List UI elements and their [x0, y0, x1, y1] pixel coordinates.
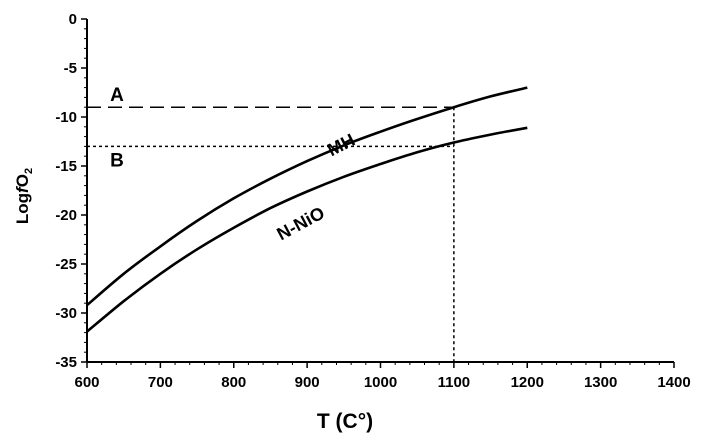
- x-tick-label: 700: [148, 374, 173, 391]
- x-tick-label: 1000: [364, 374, 397, 391]
- reference-label-a: A: [110, 85, 124, 106]
- y-tick-label: -5: [64, 60, 77, 77]
- x-tick-label: 1200: [511, 374, 544, 391]
- x-axis-title: T (C°): [317, 410, 373, 433]
- series-label-mh: MH: [324, 130, 358, 161]
- x-tick-label: 1400: [657, 374, 690, 391]
- x-tick-label: 800: [221, 374, 246, 391]
- y-tick-label: -20: [55, 207, 77, 224]
- y-tick-label: -30: [55, 305, 77, 322]
- x-tick-label: 900: [295, 374, 320, 391]
- y-tick-label: 0: [69, 11, 77, 28]
- series-line-n-nio: [86, 126, 528, 333]
- y-axis-title-subscript: 2: [23, 168, 35, 174]
- x-tick-label: 1300: [584, 374, 617, 391]
- series-line-mh: [86, 86, 528, 307]
- y-axis-title-o: O: [13, 174, 32, 187]
- series-label-n-nio: N-NiO: [273, 203, 327, 245]
- y-axis-title-log: Log: [13, 193, 32, 224]
- y-axis-title: LogfO2: [13, 168, 35, 224]
- y-tick-label: -10: [55, 109, 77, 126]
- x-tick-label: 1100: [438, 374, 471, 391]
- y-tick-label: -25: [55, 256, 77, 273]
- x-tick-label: 600: [74, 374, 99, 391]
- y-tick-label: -35: [55, 354, 77, 371]
- reference-label-b: B: [110, 150, 124, 171]
- y-axis-title-f: f: [13, 185, 32, 193]
- plot-area: 0 -5 -10 -15 -20 -25 -30 -35 600 700 800 900 1000 110…: [55, 11, 690, 391]
- y-tick-label: -15: [55, 158, 77, 175]
